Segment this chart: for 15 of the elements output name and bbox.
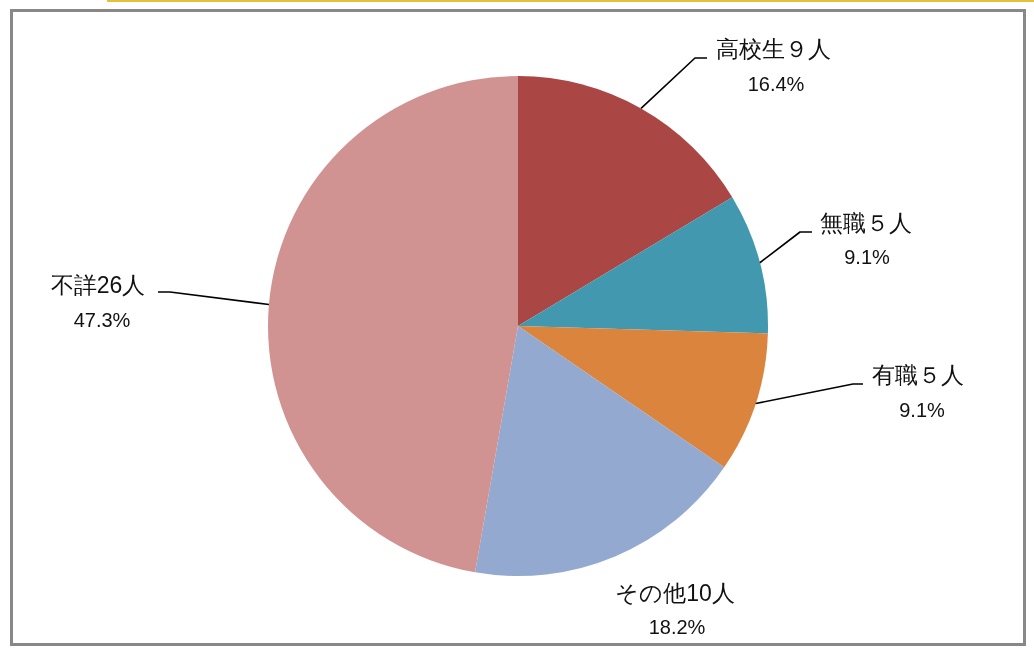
data-label: 47.3%: [73, 309, 131, 331]
pie-slice: [475, 326, 725, 576]
slice-label: 不詳26人: [50, 272, 146, 298]
data-label: 9.1%: [844, 246, 891, 268]
pie-slice: [518, 326, 768, 468]
pie-slice: [518, 197, 768, 334]
data-label: 9.1%: [899, 399, 946, 421]
pie-slice: [268, 76, 518, 573]
slice-label: 高校生９人: [715, 36, 831, 62]
slice-label: その他10人: [615, 580, 735, 606]
data-label: 16.4%: [747, 73, 805, 95]
slice-label: 有職５人: [872, 362, 964, 388]
slice-label: 無職５人: [820, 210, 912, 236]
pie-slice: [518, 76, 733, 326]
data-label: 18.2%: [648, 616, 706, 638]
